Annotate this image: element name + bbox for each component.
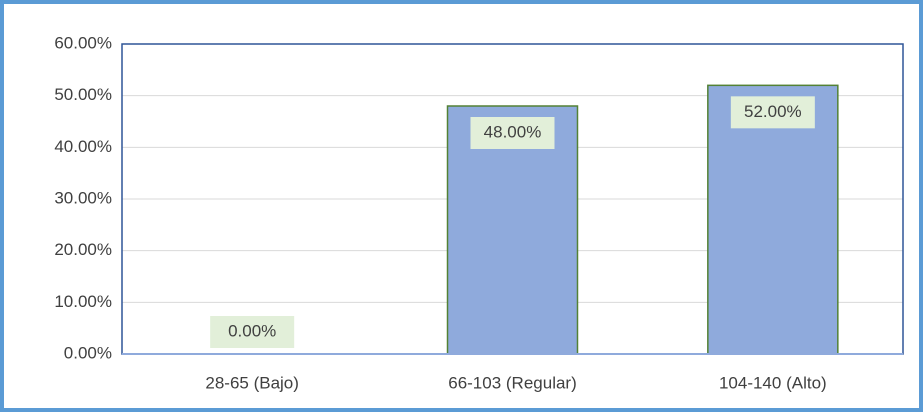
data-label: 48.00% [484,122,542,141]
data-label: 52.00% [744,102,802,121]
data-label-bg [470,117,555,149]
y-tick-label: 60.00% [54,33,112,52]
data-label-bg [210,316,295,348]
y-tick-label: 0.00% [64,343,112,362]
bar [707,84,839,355]
x-tick-label: 104-140 (Alto) [719,373,827,392]
x-tick-label: 28-65 (Bajo) [205,373,299,392]
y-tick-label: 10.00% [54,292,112,311]
x-tick-label: 66-103 (Regular) [448,373,577,392]
y-tick-label: 20.00% [54,240,112,259]
data-label: 0.00% [228,321,276,340]
y-tick-label: 40.00% [54,137,112,156]
y-tick-label: 30.00% [54,188,112,207]
y-tick-label: 50.00% [54,85,112,104]
data-label-bg [730,96,815,129]
